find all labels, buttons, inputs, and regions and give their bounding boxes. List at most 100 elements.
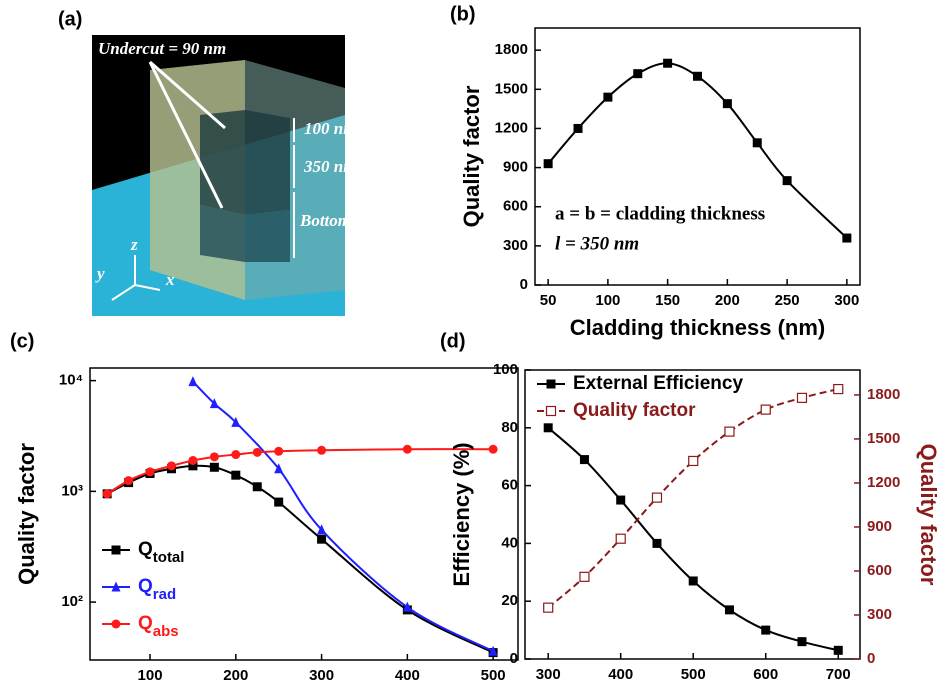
annotation: 350 nm <box>303 157 356 176</box>
marker <box>603 93 612 102</box>
x-tick-label: 250 <box>775 292 800 309</box>
marker <box>723 99 732 108</box>
annotation: Bottom Post <box>299 211 387 230</box>
marker <box>725 427 734 436</box>
x-tick-label: 500 <box>681 666 706 683</box>
marker <box>210 463 219 472</box>
marker <box>317 535 326 544</box>
x-tick-label: 150 <box>655 292 680 309</box>
y-tick-label: 10³ <box>61 482 83 499</box>
marker <box>633 69 642 78</box>
y2-tick-label: 1800 <box>867 386 900 403</box>
marker <box>783 176 792 185</box>
x-tick-label: 100 <box>595 292 620 309</box>
marker <box>210 452 219 461</box>
y-axis-label: Quality factor <box>14 443 39 585</box>
post-top <box>200 110 290 215</box>
figure: (a) Undercut = 90 nm 100 nm 350 nm Botto… <box>0 0 942 693</box>
y2-tick-label: 1200 <box>867 474 900 491</box>
marker <box>693 72 702 81</box>
axis-name: x <box>165 270 175 289</box>
marker <box>317 446 326 455</box>
x-tick-label: 300 <box>536 666 561 683</box>
marker <box>231 450 240 459</box>
panel-label: (c) <box>10 330 34 352</box>
marker <box>689 456 698 465</box>
marker <box>834 385 843 394</box>
legend-label: Qabs <box>138 613 179 640</box>
panel-label: (d) <box>440 330 466 352</box>
marker <box>167 461 176 470</box>
legend-label: Quality factor <box>573 400 696 421</box>
marker <box>544 423 553 432</box>
y-axis-label: Efficiency (%) <box>449 442 474 586</box>
y-tick-label: 1800 <box>495 41 528 58</box>
marker <box>834 646 843 655</box>
marker <box>274 498 283 507</box>
legend-label: Qtotal <box>138 539 184 566</box>
y-tick-label: 40 <box>501 534 518 551</box>
x-tick-label: 600 <box>753 666 778 683</box>
y-tick-label: 900 <box>503 159 528 176</box>
marker <box>689 576 698 585</box>
marker <box>544 603 553 612</box>
panel-a: (a) Undercut = 90 nm 100 nm 350 nm Botto… <box>58 8 387 316</box>
marker <box>616 534 625 543</box>
y-tick-label: 20 <box>501 592 518 609</box>
marker <box>231 471 240 480</box>
y-tick-label: 100 <box>493 361 518 378</box>
y2-tick-label: 1500 <box>867 430 900 447</box>
marker <box>761 405 770 414</box>
x-tick-label: 50 <box>540 292 557 309</box>
x-tick-label: 400 <box>608 666 633 683</box>
y2-axis-label: Quality factor <box>916 444 941 586</box>
legend-marker <box>547 407 556 416</box>
y-tick-label: 300 <box>503 237 528 254</box>
plot-data <box>544 385 843 655</box>
y2-tick-label: 900 <box>867 518 892 535</box>
x-tick-label: 400 <box>395 667 420 684</box>
legend-marker <box>112 546 121 555</box>
marker <box>253 482 262 491</box>
marker <box>544 159 553 168</box>
marker <box>652 539 661 548</box>
marker <box>753 138 762 147</box>
marker <box>489 445 498 454</box>
legend-marker <box>547 380 556 389</box>
x-tick-label: 200 <box>715 292 740 309</box>
marker <box>652 493 661 502</box>
axis-name: z <box>130 235 138 254</box>
y-tick-label: 1200 <box>495 119 528 136</box>
marker <box>188 456 197 465</box>
y2-tick-label: 600 <box>867 562 892 579</box>
series-line <box>548 389 838 608</box>
marker <box>124 476 133 485</box>
series-line <box>107 449 493 494</box>
marker <box>103 489 112 498</box>
marker <box>842 234 851 243</box>
marker <box>274 447 283 456</box>
y2-tick-label: 300 <box>867 606 892 623</box>
marker <box>146 467 155 476</box>
y-tick-label: 80 <box>501 419 518 436</box>
y-tick-label: 10² <box>61 593 83 610</box>
plot-data <box>103 376 498 657</box>
annotation: a = b = cladding thickness <box>555 203 765 224</box>
panel-label: (b) <box>450 3 476 25</box>
marker <box>253 448 262 457</box>
annotation: Undercut = 90 nm <box>98 39 226 58</box>
legend-label: Qrad <box>138 576 176 603</box>
annotation: 100 nm <box>304 119 356 138</box>
y2-tick-label: 0 <box>867 650 875 667</box>
marker <box>403 445 412 454</box>
panel-label: (a) <box>58 8 82 30</box>
x-tick-label: 500 <box>481 667 506 684</box>
y-tick-label: 60 <box>501 477 518 494</box>
y-tick-label: 0 <box>520 276 528 293</box>
y-tick-label: 10⁴ <box>59 372 83 389</box>
x-tick-label: 300 <box>309 667 334 684</box>
x-axis-label: Bottom InP post height (nm) <box>545 689 840 693</box>
x-tick-label: 300 <box>834 292 859 309</box>
x-tick-label: 100 <box>138 667 163 684</box>
marker <box>725 605 734 614</box>
